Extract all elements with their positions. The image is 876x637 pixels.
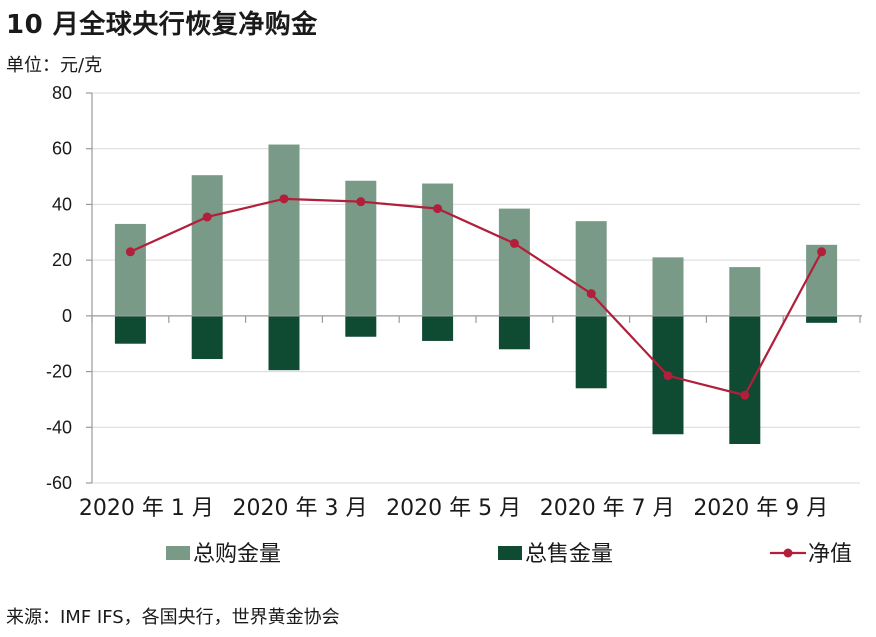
bar-purchase — [806, 244, 838, 316]
bar-purchase — [422, 183, 454, 316]
chart-title: 10 月全球央行恢复净购金 — [6, 10, 318, 40]
y-tick-label: 40 — [52, 194, 72, 214]
y-tick-label: 80 — [52, 83, 72, 103]
grid-lines — [92, 92, 860, 484]
axes — [86, 92, 862, 484]
x-axis-ticks: 2020 年 1 月 2020 年 3 月 2020 年 5 月 2020 年 7 月… — [79, 496, 828, 521]
x-tick-label: 2020 年 3 月 — [233, 496, 368, 521]
net-line-path — [129, 197, 823, 397]
x-tick-label: 2020 年 7 月 — [540, 496, 675, 521]
legend-marker-net — [783, 548, 793, 558]
legend-label-purchase: 总购金量 — [193, 542, 281, 567]
y-axis-ticks: 80 60 40 20 0 -20 -40 -60 — [46, 83, 72, 493]
net-point — [125, 247, 135, 257]
bar-purchase — [652, 257, 684, 316]
y-tick-label: 20 — [52, 250, 72, 270]
bar-sale — [806, 315, 838, 323]
bar-sale — [729, 315, 761, 444]
legend-swatch-sale — [498, 546, 522, 560]
bar-purchase — [498, 208, 530, 316]
y-tick-label: 0 — [62, 306, 72, 326]
bar-purchase — [191, 175, 223, 316]
legend-label-net: 净值 — [808, 542, 852, 567]
legend-label-sale: 总售金量 — [525, 542, 613, 567]
x-tick-label: 2020 年 1 月 — [79, 496, 214, 521]
legend-swatch-purchase — [166, 546, 190, 560]
net-point — [663, 371, 673, 381]
bar-sale — [114, 315, 146, 344]
net-point — [740, 390, 750, 400]
bar-sale — [268, 315, 300, 371]
net-point — [817, 247, 827, 257]
x-tick-label: 2020 年 5 月 — [386, 496, 521, 521]
bar-sale — [345, 315, 377, 337]
y-tick-label: -40 — [46, 417, 72, 437]
bar-sale — [575, 315, 607, 389]
net-point — [279, 194, 289, 204]
net-point — [509, 238, 519, 248]
net-point — [356, 197, 366, 207]
y-tick-label: -20 — [46, 362, 72, 382]
net-point — [202, 212, 212, 222]
bar-purchase — [114, 223, 146, 316]
source-note: 来源：IMF IFS，各国央行，世界黄金协会 — [6, 607, 340, 628]
legend: 总购金量 总售金量 净值 — [166, 542, 852, 567]
y-tick-label: -60 — [46, 473, 72, 493]
x-tick-label: 2020 年 9 月 — [693, 496, 828, 521]
bar-purchase — [575, 221, 607, 316]
bar-purchase — [268, 144, 300, 316]
net-point — [586, 289, 596, 299]
net-line — [125, 194, 827, 400]
bar-purchase — [729, 267, 761, 316]
unit-label: 单位：元/克 — [6, 55, 103, 76]
bar-sale — [498, 315, 530, 350]
bar-sale — [191, 315, 223, 360]
net-point — [433, 204, 443, 214]
y-tick-label: 60 — [52, 139, 72, 159]
bar-sale — [422, 315, 454, 341]
bars — [114, 144, 838, 444]
